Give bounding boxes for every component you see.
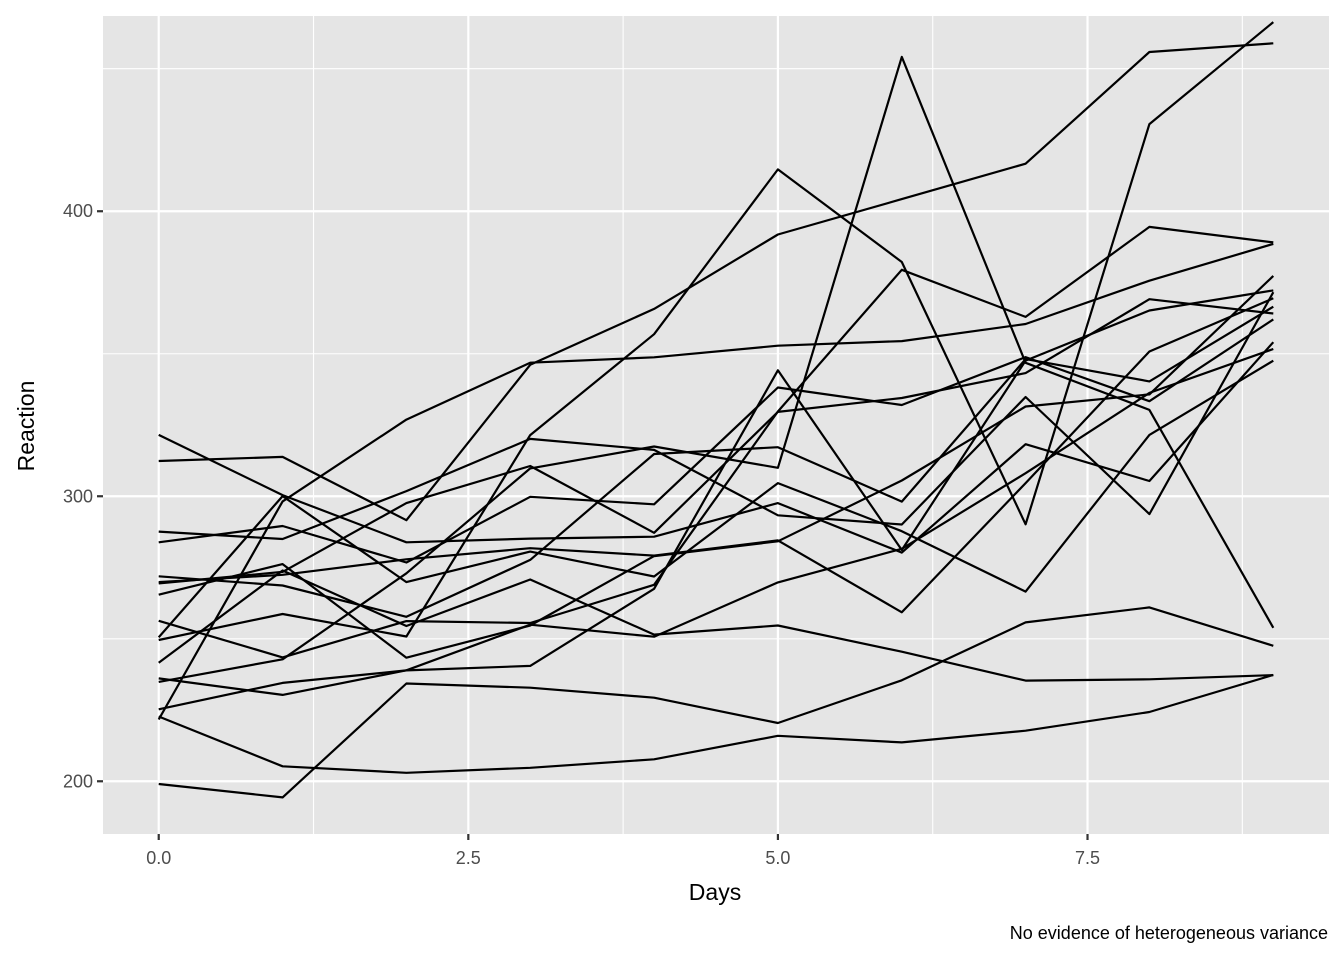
series-line-17	[158, 297, 1274, 614]
series-line-10	[158, 42, 1274, 522]
y-axis-title: Reaction	[13, 381, 39, 472]
series-lines	[157, 21, 1275, 799]
minor-gridlines	[103, 16, 1329, 834]
x-tick-label: 2.5	[456, 848, 481, 868]
x-tick-label: 7.5	[1075, 848, 1100, 868]
x-axis-title: Days	[689, 879, 741, 905]
series-line-11	[158, 347, 1274, 697]
series-line-13	[157, 359, 1274, 639]
series-line-5	[158, 291, 1275, 541]
series-line-3	[158, 606, 1274, 799]
y-axis-ticks: 200 300 400	[63, 201, 103, 791]
series-line-4	[158, 341, 1275, 554]
x-tick-label: 5.0	[765, 848, 790, 868]
x-tick-label: 0.0	[146, 848, 171, 868]
y-tick-label: 400	[63, 201, 93, 221]
chart-caption: No evidence of heterogeneous variance	[1010, 923, 1328, 943]
major-gridlines	[103, 16, 1329, 834]
series-line-12	[158, 225, 1274, 659]
plot-panel	[103, 16, 1329, 834]
series-line-14	[157, 242, 1274, 721]
y-tick-label: 200	[63, 771, 93, 791]
series-line-15	[158, 305, 1274, 618]
x-axis-ticks: 0.0 2.5 5.0 7.5	[146, 834, 1100, 868]
series-line-9	[158, 569, 1274, 682]
series-line-18	[158, 298, 1274, 585]
series-line-6	[158, 55, 1275, 683]
series-line-2	[158, 673, 1274, 774]
y-tick-label: 300	[63, 486, 93, 506]
series-line-7	[158, 318, 1274, 564]
series-line-1	[158, 21, 1274, 642]
